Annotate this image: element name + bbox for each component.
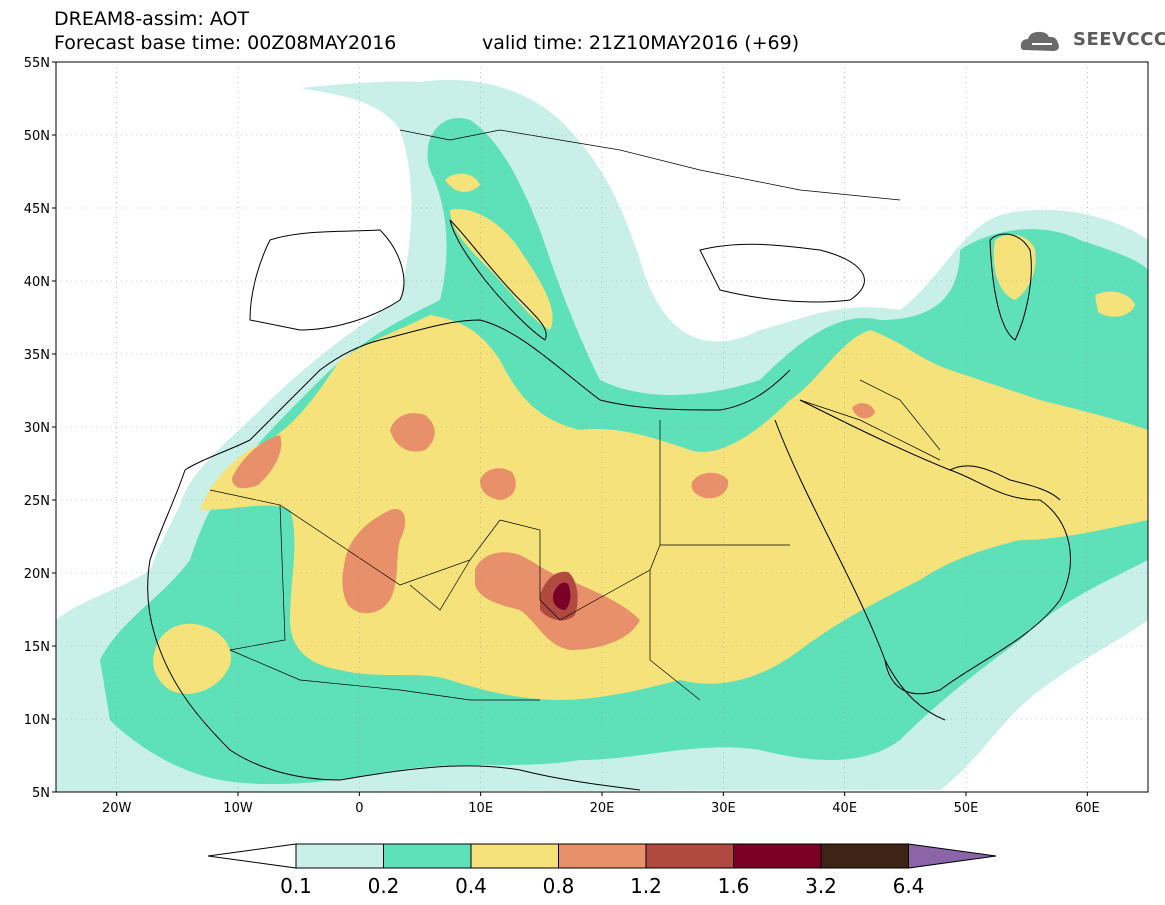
colorbar-swatch xyxy=(470,843,559,869)
lat-label: 35N xyxy=(24,348,50,363)
aot-band-0.8-morocco xyxy=(232,435,282,489)
lat-label: 45N xyxy=(24,202,50,217)
coast-arabia xyxy=(799,399,1071,695)
coast-west-africa xyxy=(184,319,791,471)
lon-label: 20E xyxy=(590,801,615,816)
colorbar-level-label: 1.6 xyxy=(718,874,750,898)
border-saudi xyxy=(799,399,941,461)
colorbar-swatch xyxy=(295,843,384,869)
coast-persian-gulf xyxy=(949,465,1061,501)
coast-iberia xyxy=(249,229,405,331)
colorbar-level-label: 0.1 xyxy=(280,874,312,898)
colorbar-labels: 0.1 0.2 0.4 0.8 1.2 1.6 3.2 6.4 xyxy=(280,874,924,898)
border-egypt xyxy=(659,420,790,546)
gridlines xyxy=(56,62,1148,792)
valid-time: valid time: 21Z10MAY2016 (+69) xyxy=(482,32,800,54)
border-libya xyxy=(499,519,661,621)
aot-band-0.4-caspian xyxy=(993,234,1036,300)
colorbar-level-label: 6.4 xyxy=(893,874,925,898)
coastlines xyxy=(147,219,1071,791)
aot-band-1.6 xyxy=(552,582,571,610)
colorbar-level-label: 0.2 xyxy=(368,874,400,898)
coast-caspian xyxy=(989,233,1032,341)
colorbar-level-label: 0.8 xyxy=(543,874,575,898)
lon-label: 60E xyxy=(1075,801,1100,816)
lat-label: 40N xyxy=(24,275,50,290)
colorbar-arrow-high xyxy=(908,843,997,869)
coast-gulf-guinea xyxy=(339,765,641,791)
aot-band-0.8-iraq xyxy=(852,403,875,419)
lat-label: 30N xyxy=(24,421,50,436)
border-mauritania xyxy=(209,489,286,651)
colorbar xyxy=(207,843,997,869)
country-borders xyxy=(209,129,941,701)
border-sudan xyxy=(649,570,701,701)
coast-atlantic xyxy=(147,469,341,781)
aot-band-0.4 xyxy=(200,315,1148,700)
logo-text: SEEVCCC xyxy=(1073,29,1165,50)
lon-label: 40E xyxy=(832,801,857,816)
lat-label: 25N xyxy=(24,494,50,509)
map-title: DREAM8-assim: AOT xyxy=(54,8,250,30)
colorbar-swatch xyxy=(645,843,734,869)
longitude-labels: 20W 10W 0 10E 20E 30E 40E 50E 60E xyxy=(102,792,1100,816)
colorbar-swatch xyxy=(383,843,472,869)
aot-band-0.4-alps xyxy=(445,173,480,192)
border-iraq-iran xyxy=(859,379,941,451)
border-algeria-mali xyxy=(279,504,501,586)
lon-label: 10W xyxy=(223,801,253,816)
lat-label: 10N xyxy=(24,713,50,728)
colorbar-swatch xyxy=(733,843,822,869)
lon-label: 50E xyxy=(954,801,979,816)
lat-label: 55N xyxy=(24,56,50,71)
lon-label: 0 xyxy=(355,801,363,816)
lon-label: 10E xyxy=(468,801,493,816)
colorbar-swatch xyxy=(558,843,647,869)
aot-band-0.4-west xyxy=(153,623,231,694)
coast-italy xyxy=(449,219,547,341)
aot-band-0.8-mali xyxy=(342,509,406,614)
cloud-logo-icon xyxy=(1020,31,1059,51)
latitude-labels: 55N 50N 45N 40N 35N 30N 25N 20N 15N 10N 5N xyxy=(24,56,56,801)
colorbar-level-label: 1.2 xyxy=(630,874,662,898)
lat-label: 20N xyxy=(24,567,50,582)
colorbar-arrow-low xyxy=(207,843,297,869)
lat-label: 5N xyxy=(32,786,50,801)
coast-red-sea xyxy=(774,419,946,721)
coast-black-sea xyxy=(699,243,865,303)
aot-band-0.8-egypt xyxy=(691,472,729,499)
forecast-base-time: Forecast base time: 00Z08MAY2016 xyxy=(54,32,397,54)
lon-label: 30E xyxy=(711,801,736,816)
aot-band-0.8-algeria xyxy=(390,413,435,452)
aot-band-0.4-italy xyxy=(450,209,553,330)
border-europe xyxy=(399,129,901,201)
lat-label: 15N xyxy=(24,640,50,655)
colorbar-level-label: 3.2 xyxy=(805,874,837,898)
lon-label: 20W xyxy=(102,801,132,816)
border-sahel xyxy=(229,649,540,701)
aot-band-0.8-libya xyxy=(480,468,516,500)
lat-label: 50N xyxy=(24,129,50,144)
colorbar-level-label: 0.4 xyxy=(455,874,487,898)
colorbar-swatch xyxy=(820,843,909,869)
aot-field xyxy=(56,79,1148,792)
border-niger-chad xyxy=(409,559,471,611)
aot-band-0.4-kaz xyxy=(1095,291,1135,317)
